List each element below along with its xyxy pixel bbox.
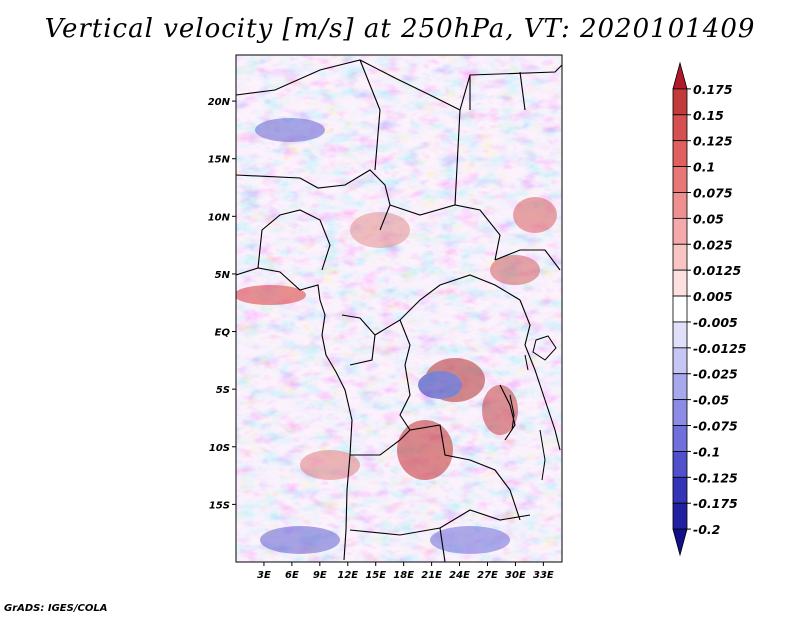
colorbar-label: -0.05	[693, 393, 729, 408]
lat-tick-label: 10N	[208, 212, 231, 223]
lakes	[509, 335, 557, 481]
lon-tick-label: 33E	[533, 570, 554, 581]
colorbar-label: -0.2	[693, 522, 720, 537]
colorbar-label: -0.075	[693, 419, 738, 434]
colorbar-swatch	[672, 451, 688, 478]
map-panel	[236, 55, 562, 562]
colorbar-label: 0.175	[693, 82, 733, 97]
colorbar-label: -0.1	[693, 444, 720, 459]
colorbar-label: -0.025	[693, 367, 738, 382]
lon-tick-label: 18E	[393, 570, 414, 581]
colorbar-swatch	[672, 528, 688, 557]
colorbar-swatch	[672, 269, 688, 297]
lat-tick-label: 10S	[209, 443, 230, 454]
colorbar-swatch	[672, 243, 688, 271]
lat-tick-label: 5N	[215, 270, 231, 281]
colorbar: 0.175 0.15 0.125 0.1 0.075 0.05 0.025 0.0125 0.0…	[672, 61, 747, 557]
colorbar-swatch	[672, 295, 688, 323]
colorbar-swatch	[672, 61, 688, 90]
convective-patches	[236, 118, 557, 554]
colorbar-swatch	[672, 88, 688, 116]
lat-tick-label: 15S	[209, 500, 230, 511]
grads-credit: GrADS: IGES/COLA	[4, 603, 108, 614]
lon-tick-label: 30E	[505, 570, 526, 581]
colorbar-label: 0.15	[693, 108, 724, 123]
latitude-axis: 20N 15N 10N 5N EQ 5S 10S 15S	[208, 97, 236, 511]
colorbar-swatch	[672, 321, 688, 349]
colorbar-label: 0.025	[693, 237, 733, 252]
lon-tick-label: 27E	[477, 570, 498, 581]
colorbar-swatch	[672, 502, 688, 530]
colorbar-swatch	[672, 114, 688, 142]
colorbar-swatch	[672, 217, 688, 245]
colorbar-label: 0.005	[693, 289, 733, 304]
lon-tick-label: 9E	[313, 570, 327, 581]
lon-tick-label: 12E	[337, 570, 358, 581]
colorbar-label: -0.175	[693, 496, 738, 511]
colorbar-label: -0.0125	[693, 341, 747, 356]
lon-tick-label: 6E	[285, 570, 299, 581]
country-borders	[236, 59, 562, 562]
colorbar-swatch	[672, 476, 688, 504]
colorbar-label: 0.0125	[693, 263, 742, 278]
colorbar-swatch	[672, 425, 688, 452]
colorbar-swatch	[672, 192, 688, 219]
lat-tick-label: 5S	[216, 385, 230, 396]
colorbar-swatch	[672, 399, 688, 426]
longitude-axis: 3E 6E 9E 12E 15E 18E 21E 24E 27E 30E 33E	[257, 562, 554, 581]
colorbar-swatch	[672, 140, 688, 167]
map-title: Vertical velocity [m/s] at 250hPa, VT: 2…	[44, 14, 756, 44]
colorbar-label: -0.005	[693, 315, 738, 330]
colorbar-label: 0.05	[693, 211, 724, 226]
colorbar-label: -0.125	[693, 470, 738, 485]
lat-tick-label: EQ	[215, 328, 231, 339]
lat-tick-label: 15N	[208, 155, 231, 166]
map-frame	[235, 54, 563, 563]
lon-tick-label: 21E	[421, 570, 442, 581]
colorbar-swatch	[672, 166, 688, 193]
lon-tick-label: 24E	[449, 570, 470, 581]
colorbar-label: 0.1	[693, 160, 715, 175]
lon-tick-label: 3E	[257, 570, 271, 581]
lat-tick-label: 20N	[208, 97, 231, 108]
colorbar-swatch	[672, 373, 688, 401]
colorbar-label: 0.125	[693, 134, 733, 149]
lon-tick-label: 15E	[365, 570, 386, 581]
colorbar-label: 0.075	[693, 185, 733, 200]
colorbar-swatch	[672, 347, 688, 375]
